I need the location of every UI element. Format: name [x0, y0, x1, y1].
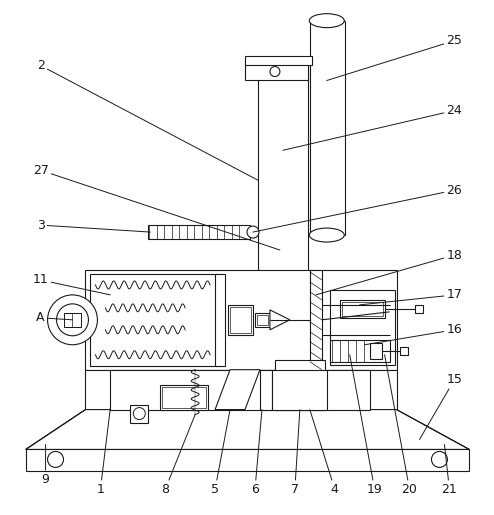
Text: 27: 27 — [33, 164, 280, 250]
Bar — [85, 370, 397, 409]
Text: 18: 18 — [316, 249, 462, 295]
Text: 7: 7 — [291, 409, 300, 496]
Bar — [260, 370, 272, 409]
Text: 25: 25 — [327, 34, 462, 80]
Bar — [245, 56, 312, 64]
Circle shape — [247, 226, 259, 238]
Bar — [257, 315, 268, 325]
Polygon shape — [26, 409, 469, 450]
Text: 5: 5 — [211, 409, 230, 496]
Text: 20: 20 — [385, 355, 417, 496]
Bar — [342, 302, 383, 316]
Bar — [310, 21, 345, 235]
Bar — [64, 313, 82, 327]
Text: 8: 8 — [161, 415, 195, 496]
Ellipse shape — [309, 14, 344, 28]
Bar — [230, 307, 251, 333]
Text: 19: 19 — [350, 355, 382, 496]
Bar — [130, 405, 148, 422]
Bar — [162, 387, 206, 407]
Bar — [255, 313, 270, 327]
Text: 9: 9 — [41, 444, 49, 486]
Bar — [340, 300, 385, 318]
Bar — [414, 305, 422, 313]
Bar — [148, 225, 250, 239]
Bar — [400, 347, 408, 355]
Bar — [160, 385, 208, 409]
Circle shape — [431, 452, 448, 468]
Bar — [258, 62, 308, 315]
Circle shape — [270, 66, 280, 77]
Text: 4: 4 — [310, 409, 339, 496]
Polygon shape — [110, 370, 370, 409]
Text: 2: 2 — [37, 59, 258, 180]
Text: 3: 3 — [37, 218, 150, 232]
Bar — [272, 370, 327, 409]
Circle shape — [47, 295, 97, 345]
Ellipse shape — [309, 228, 344, 242]
Bar — [85, 270, 397, 370]
Text: 26: 26 — [253, 184, 462, 232]
Polygon shape — [270, 310, 290, 330]
Bar — [215, 274, 225, 366]
Bar — [370, 343, 382, 359]
Bar — [275, 359, 325, 409]
Text: 17: 17 — [360, 288, 462, 305]
Text: 21: 21 — [442, 444, 457, 496]
Polygon shape — [215, 370, 260, 409]
Bar — [26, 450, 469, 471]
Text: 11: 11 — [33, 273, 110, 295]
Circle shape — [56, 304, 88, 336]
Text: 15: 15 — [419, 373, 462, 439]
Circle shape — [133, 407, 145, 420]
Bar — [90, 274, 220, 366]
Text: 24: 24 — [283, 104, 462, 150]
Text: 16: 16 — [365, 323, 462, 345]
Bar — [330, 290, 395, 365]
Bar — [245, 62, 308, 80]
Text: 1: 1 — [96, 407, 110, 496]
Text: 6: 6 — [251, 409, 262, 496]
Circle shape — [47, 452, 64, 468]
Bar — [310, 270, 322, 370]
Text: A: A — [37, 312, 73, 324]
Bar — [330, 340, 390, 362]
Bar — [228, 305, 253, 335]
